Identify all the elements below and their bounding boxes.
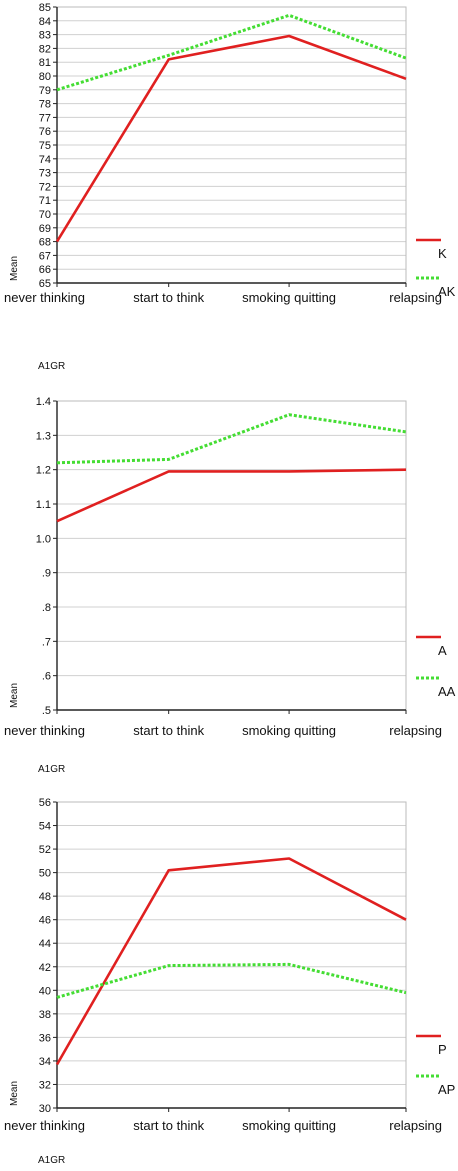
legend-label-a: A [438, 643, 447, 658]
y-tick-label: 46 [39, 915, 51, 927]
y-tick-label: 52 [39, 844, 51, 856]
y-tick-label: 56 [39, 797, 51, 809]
y-tick-label: 69 [39, 223, 51, 235]
y-tick-label: 65 [39, 278, 51, 290]
y-tick-label: 75 [39, 140, 51, 152]
series-line-a [56, 468, 407, 523]
plot-frame [56, 801, 407, 1109]
y-tick-label: 40 [39, 985, 51, 997]
y-tick-label: 67 [39, 250, 51, 262]
legend-label-ak: AK [438, 284, 456, 299]
y-tick-label: 79 [39, 85, 51, 97]
y-tick-label: 71 [39, 195, 51, 207]
y-tick-label: .9 [42, 568, 51, 580]
y-tick-label: 83 [39, 30, 51, 42]
y-tick-label: 81 [39, 57, 51, 69]
y-tick-label: .8 [42, 602, 51, 614]
line-chart-2: .5 .6 .7 .8 .9 1.0 1.1 1.2 1.3 1.4 never thinking s… [4, 396, 456, 775]
x-axis-label: A1GR [38, 764, 65, 775]
y-tick-label: 50 [39, 868, 51, 880]
y-tick-label: 77 [39, 112, 51, 124]
y-tick-label: 36 [39, 1032, 51, 1044]
x-tick-label: relapsing [389, 290, 442, 305]
legend-label-aa: AA [438, 684, 456, 699]
y-tick-label: .7 [42, 636, 51, 648]
y-axis-label: Mean [9, 1081, 20, 1106]
legend-label-k: K [438, 246, 447, 261]
y-tick-label: 80 [39, 71, 51, 83]
y-tick-label: 84 [39, 16, 51, 28]
y-tick-label: 1.4 [36, 396, 51, 408]
y-tick-label: .5 [42, 705, 51, 717]
y-tick-label: 73 [39, 168, 51, 180]
y-tick-label: 30 [39, 1103, 51, 1115]
y-tick-label: 1.0 [36, 533, 51, 545]
y-tick-label: 32 [39, 1079, 51, 1091]
y-tick-label: 38 [39, 1009, 51, 1021]
line-chart-3: 30 32 34 36 38 40 42 44 46 48 50 52 54 56 never thinki… [4, 797, 455, 1166]
x-tick-label: start to think [133, 1118, 204, 1133]
x-tick-label: never thinking [4, 290, 85, 305]
y-tick-label: 1.3 [36, 430, 51, 442]
y-tick-label: 70 [39, 209, 51, 221]
y-tick-label: 82 [39, 43, 51, 55]
x-tick-label: start to think [133, 723, 204, 738]
y-tick-label: 1.2 [36, 465, 51, 477]
x-tick-label: never thinking [4, 1118, 85, 1133]
x-axis-label: A1GR [38, 1155, 65, 1166]
y-tick-label: 72 [39, 181, 51, 193]
x-tick-label: relapsing [389, 723, 442, 738]
y-axis-label: Mean [9, 256, 20, 281]
y-axis-label: Mean [9, 683, 20, 708]
y-tick-label: 74 [39, 154, 51, 166]
x-tick-label: never thinking [4, 723, 85, 738]
x-tick-label: start to think [133, 290, 204, 305]
series-line-k [55, 34, 407, 243]
y-tick-label: .6 [42, 671, 51, 683]
series-line-aa [56, 413, 407, 465]
y-tick-label: 48 [39, 891, 51, 903]
x-tick-label: smoking quitting [242, 290, 336, 305]
y-tick-label: 85 [39, 2, 51, 14]
x-tick-label: smoking quitting [242, 1118, 336, 1133]
y-tick-label: 44 [39, 938, 51, 950]
y-tick-label: 68 [39, 237, 51, 249]
y-tick-label: 34 [39, 1056, 51, 1068]
x-axis-label: A1GR [38, 361, 65, 372]
plot-frame [56, 400, 407, 711]
y-tick-label: 42 [39, 962, 51, 974]
y-tick-label: 1.1 [36, 499, 51, 511]
legend-label-p: P [438, 1042, 447, 1057]
y-tick-label: 76 [39, 126, 51, 138]
y-tick-label: 78 [39, 99, 51, 111]
y-tick-label: 54 [39, 821, 51, 833]
x-tick-label: smoking quitting [242, 723, 336, 738]
legend-label-ap: AP [438, 1082, 455, 1097]
series-line-ak [56, 13, 407, 92]
x-tick-label: relapsing [389, 1118, 442, 1133]
y-tick-label: 66 [39, 264, 51, 276]
series-line-p [55, 857, 407, 1066]
series-line-ap [56, 962, 407, 999]
